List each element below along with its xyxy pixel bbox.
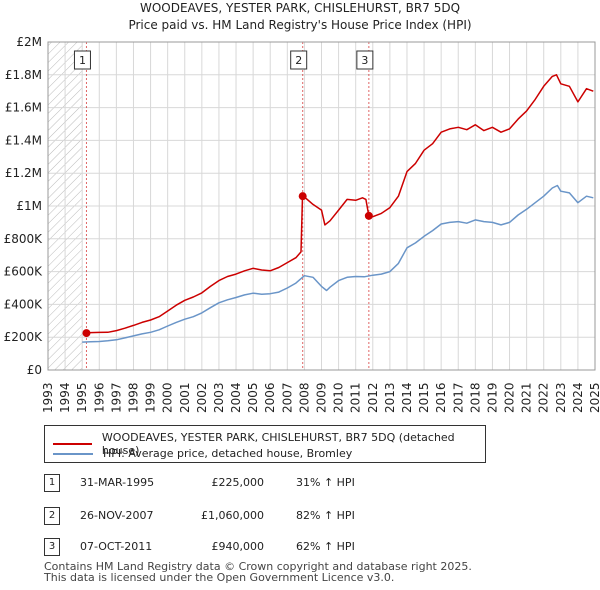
- x-tick-label: 2019: [485, 382, 499, 413]
- x-tick-label: 2000: [161, 382, 175, 413]
- sale-row: 2 26-NOV-2007 £1,060,000 82% ↑ HPI: [44, 507, 444, 527]
- x-tick-label: 2018: [468, 382, 482, 413]
- legend-item-property: WOODEAVES, YESTER PARK, CHISLEHURST, BR7…: [53, 431, 485, 457]
- x-tick-label: 2022: [537, 382, 551, 413]
- y-tick-label: £2M: [16, 35, 42, 49]
- legend-label-property: WOODEAVES, YESTER PARK, CHISLEHURST, BR7…: [101, 431, 455, 457]
- legend-swatch-hpi: [53, 452, 93, 455]
- x-tick-label: 2014: [400, 382, 414, 413]
- x-tick-label: 2007: [280, 382, 294, 413]
- x-tick-label: 2012: [366, 382, 380, 413]
- y-tick-label: £600K: [4, 265, 44, 279]
- legend-item-hpi: HPI: Average price, detached house, Brom…: [53, 447, 352, 460]
- footer: Contains HM Land Registry data © Crown c…: [44, 561, 472, 583]
- sale-date: 31-MAR-1995: [80, 476, 155, 489]
- legend-label-hpi: HPI: Average price, detached house, Brom…: [103, 447, 353, 460]
- x-tick-label: 2023: [554, 382, 568, 413]
- legend-swatch-property: [53, 443, 92, 445]
- x-tick-label: 2008: [297, 382, 311, 413]
- x-tick-label: 2009: [315, 382, 329, 413]
- sale-row: 1 31-MAR-1995 £225,000 31% ↑ HPI: [44, 474, 444, 494]
- sale-date: 26-NOV-2007: [80, 509, 154, 522]
- sale-price: £1,060,000: [201, 509, 264, 522]
- sale-point: [82, 329, 91, 338]
- y-tick-label: £0: [27, 363, 42, 377]
- hpi-series-line: [82, 184, 594, 343]
- y-tick-label: £1M: [16, 199, 42, 213]
- sale-row: 3 07-OCT-2011 £940,000 62% ↑ HPI: [44, 538, 444, 558]
- y-tick-label: £200K: [4, 330, 44, 344]
- x-tick-label: 2025: [588, 382, 600, 413]
- sale-hpi-change: 31% ↑ HPI: [296, 476, 355, 489]
- x-tick-label: 2013: [383, 382, 397, 413]
- x-tick-label: 2024: [571, 382, 585, 413]
- sale-point: [364, 211, 373, 220]
- chart-title: WOODEAVES, YESTER PARK, CHISLEHURST, BR7…: [140, 1, 460, 15]
- property-series-line: [86, 74, 594, 334]
- series: [82, 74, 594, 343]
- x-tick-label: 1995: [75, 382, 89, 413]
- sale-point: [298, 192, 307, 201]
- x-tick-label: 2015: [417, 382, 431, 413]
- y-tick-label: £800K: [4, 232, 44, 246]
- x-tick-label: 1999: [144, 382, 158, 413]
- x-tick-label: 1997: [109, 382, 123, 413]
- sale-marker-label: 1: [79, 54, 86, 67]
- x-tick-label: 2001: [178, 382, 192, 413]
- y-tick-label: £1.8M: [5, 68, 42, 82]
- x-tick-label: 2010: [332, 382, 346, 413]
- y-tick-label: £1.2M: [5, 166, 42, 180]
- sale-number: 2: [44, 507, 60, 525]
- sale-marker-label: 2: [295, 54, 302, 67]
- axes: £0 £200K £400K £600K £800K £1M £1.2M £1.4M £1.6M…: [4, 35, 600, 413]
- x-tick-label: 2011: [349, 382, 363, 413]
- sale-marker-box: [73, 50, 91, 70]
- sale-marker-label: 3: [361, 54, 368, 67]
- x-tick-label: 2006: [263, 382, 277, 413]
- x-tick-label: 2005: [246, 382, 260, 413]
- sale-number: 3: [44, 538, 60, 556]
- x-tick-label: 1993: [41, 382, 55, 413]
- footer-copyright: Contains HM Land Registry data © Crown c…: [44, 560, 472, 573]
- grid: [47, 41, 596, 371]
- footer-license: This data is licensed under the Open Gov…: [44, 571, 395, 584]
- x-tick-label: 2021: [520, 382, 534, 413]
- legend: WOODEAVES, YESTER PARK, CHISLEHURST, BR7…: [44, 425, 486, 463]
- plot-frame: [47, 41, 596, 371]
- x-tick-label: 1994: [58, 382, 72, 413]
- x-tick-label: 1996: [92, 382, 106, 413]
- sale-price: £940,000: [211, 540, 265, 553]
- sale-price: £225,000: [211, 476, 265, 489]
- y-tick-label: £1.4M: [5, 133, 42, 147]
- x-tick-label: 2017: [451, 382, 465, 413]
- chart-subtitle: Price paid vs. HM Land Registry's House …: [128, 18, 471, 32]
- price-chart: WOODEAVES, YESTER PARK, CHISLEHURST, BR7…: [4, 1, 600, 413]
- x-tick-label: 2016: [434, 382, 448, 413]
- sale-marker-box: [356, 50, 374, 70]
- sale-points: [82, 192, 373, 338]
- x-tick-label: 2003: [212, 382, 226, 413]
- sale-number: 1: [44, 474, 60, 492]
- x-tick-label: 2004: [229, 382, 243, 413]
- x-tick-label: 2020: [503, 382, 517, 413]
- sale-date: 07-OCT-2011: [80, 540, 153, 553]
- y-tick-label: £400K: [4, 297, 44, 311]
- sale-markers: 1 2 3: [73, 50, 374, 70]
- sale-hpi-change: 62% ↑ HPI: [296, 540, 355, 553]
- sale-hpi-change: 82% ↑ HPI: [296, 509, 355, 522]
- y-tick-label: £1.6M: [5, 101, 42, 115]
- x-tick-label: 2002: [195, 382, 209, 413]
- sale-marker-box: [290, 50, 308, 70]
- x-tick-label: 1998: [126, 382, 140, 413]
